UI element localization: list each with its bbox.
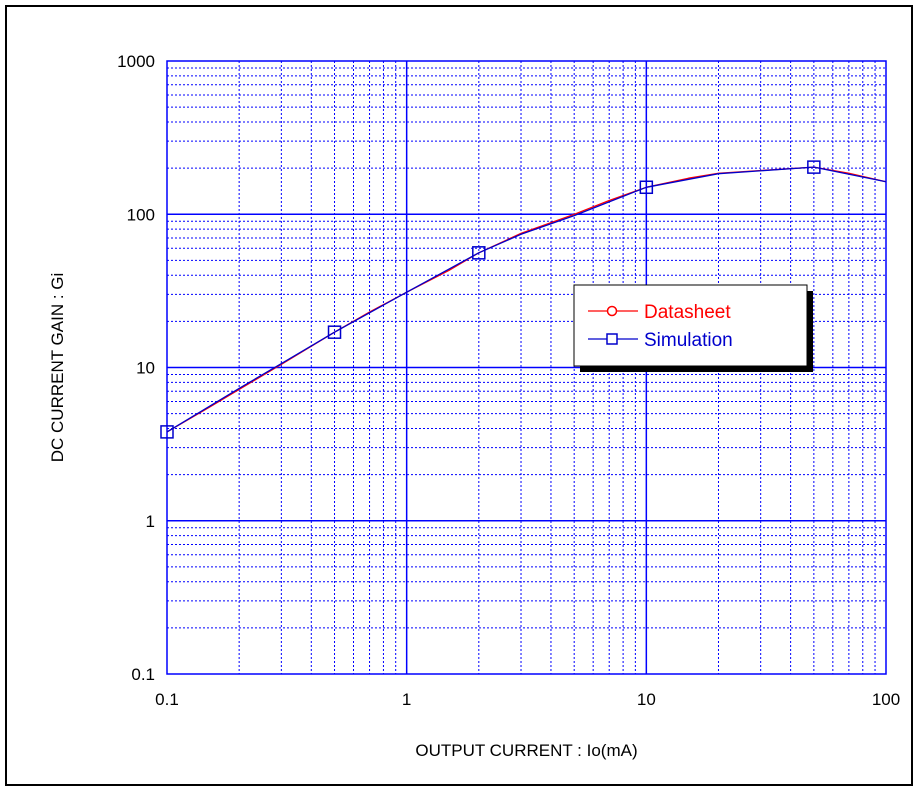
legend-marker-circle-icon xyxy=(606,305,618,317)
plot-border xyxy=(166,60,887,675)
y-tick-label: 1 xyxy=(146,512,155,531)
chart-svg: 0.1 1 10 100 0.1 1 10 100 1000 OUTPUT CURRENT :… xyxy=(48,52,900,760)
y-tick-label: 100 xyxy=(127,205,155,224)
y-tick-label: 10 xyxy=(136,359,155,378)
legend: Datasheet Simulation xyxy=(573,284,813,372)
series-line-simulation xyxy=(166,166,887,433)
x-tick-label: 10 xyxy=(637,690,656,709)
data-point-simulation xyxy=(807,160,821,174)
legend-box xyxy=(573,284,808,367)
y-axis-title: DC CURRENT GAIN : Gi xyxy=(48,273,67,463)
legend-entries: Datasheet Simulation xyxy=(588,302,733,351)
y-tick-labels: 0.1 1 10 100 1000 xyxy=(117,52,155,684)
legend-label-datasheet: Datasheet xyxy=(644,302,731,323)
x-axis-title: OUTPUT CURRENT : Io(mA) xyxy=(415,741,637,760)
x-tick-labels: 0.1 1 10 100 xyxy=(155,690,900,709)
y-tick-label: 1000 xyxy=(117,52,155,71)
x-tick-label: 0.1 xyxy=(155,690,179,709)
series-lines xyxy=(166,166,887,433)
data-point-simulation xyxy=(160,425,174,439)
y-tick-label: 0.1 xyxy=(131,665,155,684)
legend-marker-square-icon xyxy=(606,333,618,345)
data-point-simulation xyxy=(327,325,342,339)
data-point-simulation xyxy=(472,246,486,260)
x-tick-label: 100 xyxy=(872,690,900,709)
chart-frame: 0.1 1 10 100 0.1 1 10 100 1000 OUTPUT CURRENT :… xyxy=(5,5,913,786)
series-markers xyxy=(160,160,821,439)
x-tick-label: 1 xyxy=(402,690,411,709)
legend-label-simulation: Simulation xyxy=(644,330,733,351)
data-point-simulation xyxy=(639,180,654,195)
